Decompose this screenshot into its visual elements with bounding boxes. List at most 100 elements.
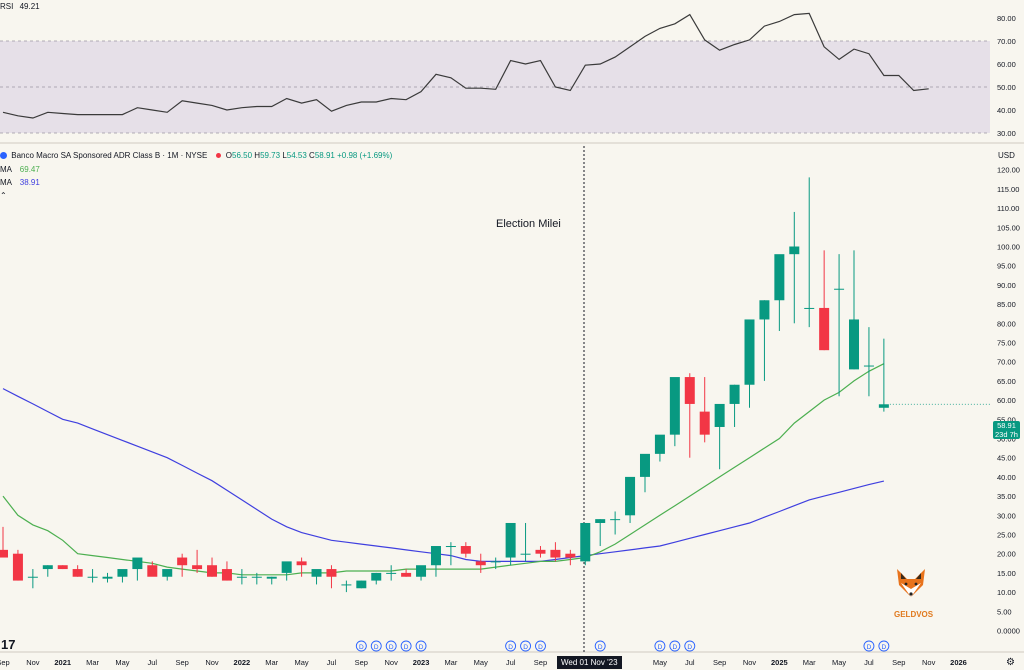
time-tick-label: Jul: [685, 658, 695, 667]
ma1-label: MA: [0, 165, 12, 174]
candle-body: [296, 561, 307, 566]
price-tick-label: 65.00: [997, 377, 1016, 386]
candle-body: [132, 557, 143, 570]
ma1-legend[interactable]: MA 69.47: [0, 165, 40, 174]
candle-body: [192, 565, 203, 570]
ma2-legend[interactable]: MA 38.91: [0, 178, 40, 187]
dividend-marker: [355, 640, 367, 652]
candle-body: [27, 576, 38, 578]
price-tick-label: 15.00: [997, 569, 1016, 578]
ohlc-open: O56.50: [225, 151, 253, 160]
candle-body: [819, 307, 830, 351]
rsi-tick-label: 60.00: [997, 60, 1016, 69]
gear-icon[interactable]: ⚙: [1006, 657, 1015, 668]
candle-body: [849, 319, 860, 370]
candle-body: [386, 572, 397, 574]
time-tick-label: Sep: [0, 658, 10, 667]
dividend-marker: [385, 640, 397, 652]
dividend-marker-label: D: [538, 644, 543, 651]
dividend-marker-label: D: [523, 644, 528, 651]
price-tick-label: 115.00: [997, 185, 1019, 194]
time-tick-label: May: [295, 658, 309, 667]
rsi-tick-label: 70.00: [997, 37, 1016, 46]
dividend-marker-label: D: [359, 644, 364, 651]
time-tick-label: Jul: [506, 658, 516, 667]
price-tick-label: 50.00: [997, 435, 1016, 444]
dividend-marker-label: D: [508, 644, 513, 651]
watermark-text: GELDVOS: [894, 610, 934, 619]
candle-body: [57, 565, 68, 570]
time-tick-label: Nov: [205, 658, 219, 667]
candle-body: [744, 319, 755, 385]
candle-body: [789, 246, 800, 255]
time-tick-label: Sep: [892, 658, 905, 667]
price-tick-label: 105.00: [997, 223, 1020, 232]
market-status-icon: [215, 153, 221, 158]
time-tick-label: Mar: [444, 658, 457, 667]
time-tick-label: Nov: [385, 658, 399, 667]
crosshair-date-label: Wed 01 Nov '23: [557, 656, 622, 669]
tradingview-logo-icon[interactable]: 17: [1, 637, 16, 652]
time-tick-label: Mar: [265, 658, 278, 667]
candle-body: [236, 576, 247, 578]
time-tick-label: 2025: [771, 658, 788, 667]
fox-logo-icon: [897, 569, 925, 597]
time-tick-label: Sep: [175, 658, 188, 667]
time-tick-label: Sep: [713, 658, 726, 667]
candle-body: [475, 561, 486, 566]
candle-body: [610, 519, 621, 521]
election-annotation: Election Milei: [496, 218, 561, 230]
candle-body: [490, 561, 501, 563]
time-tick-label: Sep: [355, 658, 368, 667]
price-tick-label: 25.00: [997, 531, 1016, 540]
symbol-legend[interactable]: Banco Macro SA Sponsored ADR Class B · 1…: [0, 151, 392, 160]
time-tick-label: 2021: [54, 658, 71, 667]
dividend-marker: [400, 640, 412, 652]
time-tick-label: Nov: [743, 658, 757, 667]
candle-body: [102, 576, 113, 579]
candle-body: [863, 365, 874, 367]
ma1-line: [2, 363, 885, 576]
collapse-legend-icon[interactable]: ⌃: [0, 191, 7, 200]
currency-selector[interactable]: USD⌵: [998, 151, 1015, 160]
last-price: 58.91: [997, 421, 1016, 430]
candle-body: [341, 584, 352, 586]
candle-body: [535, 549, 546, 554]
candle-body: [625, 476, 636, 516]
price-tick-label: 120.00: [997, 166, 1020, 175]
candle-body: [445, 546, 456, 548]
candle-body: [266, 576, 277, 579]
candle-body: [729, 384, 740, 404]
candle-body: [505, 522, 516, 558]
symbol-logo-icon: [0, 152, 7, 159]
price-tick-label: 85.00: [997, 300, 1016, 309]
dividend-marker-label: D: [374, 644, 379, 651]
candle-body: [326, 569, 337, 577]
ohlc-close: C58.91: [309, 151, 335, 160]
time-tick-label: Jul: [327, 658, 337, 667]
time-tick-label: May: [474, 658, 488, 667]
dividend-marker-label: D: [404, 644, 409, 651]
candle-body: [221, 569, 232, 581]
candle-body: [177, 557, 188, 566]
time-tick-label: Nov: [922, 658, 936, 667]
bar-countdown: 23d 7h: [995, 430, 1018, 439]
dividend-marker: [370, 640, 382, 652]
rsi-value: 49.21: [19, 2, 40, 11]
candle-body: [684, 377, 695, 404]
time-tick-label: May: [653, 658, 667, 667]
price-tick-label: 45.00: [997, 454, 1016, 463]
candle-body: [162, 569, 173, 577]
candle-body: [834, 288, 845, 290]
ma2-value: 38.91: [19, 178, 40, 187]
candle-body: [774, 254, 785, 301]
dividend-marker-label: D: [658, 644, 663, 651]
price-tick-label: 0.0000: [997, 627, 1020, 636]
candle-body: [878, 404, 889, 408]
ma1-value: 69.47: [19, 165, 40, 174]
ma2-line: [2, 388, 885, 562]
price-tick-label: 5.00: [997, 607, 1012, 616]
candle-body: [0, 549, 8, 558]
candle-body: [699, 411, 710, 435]
